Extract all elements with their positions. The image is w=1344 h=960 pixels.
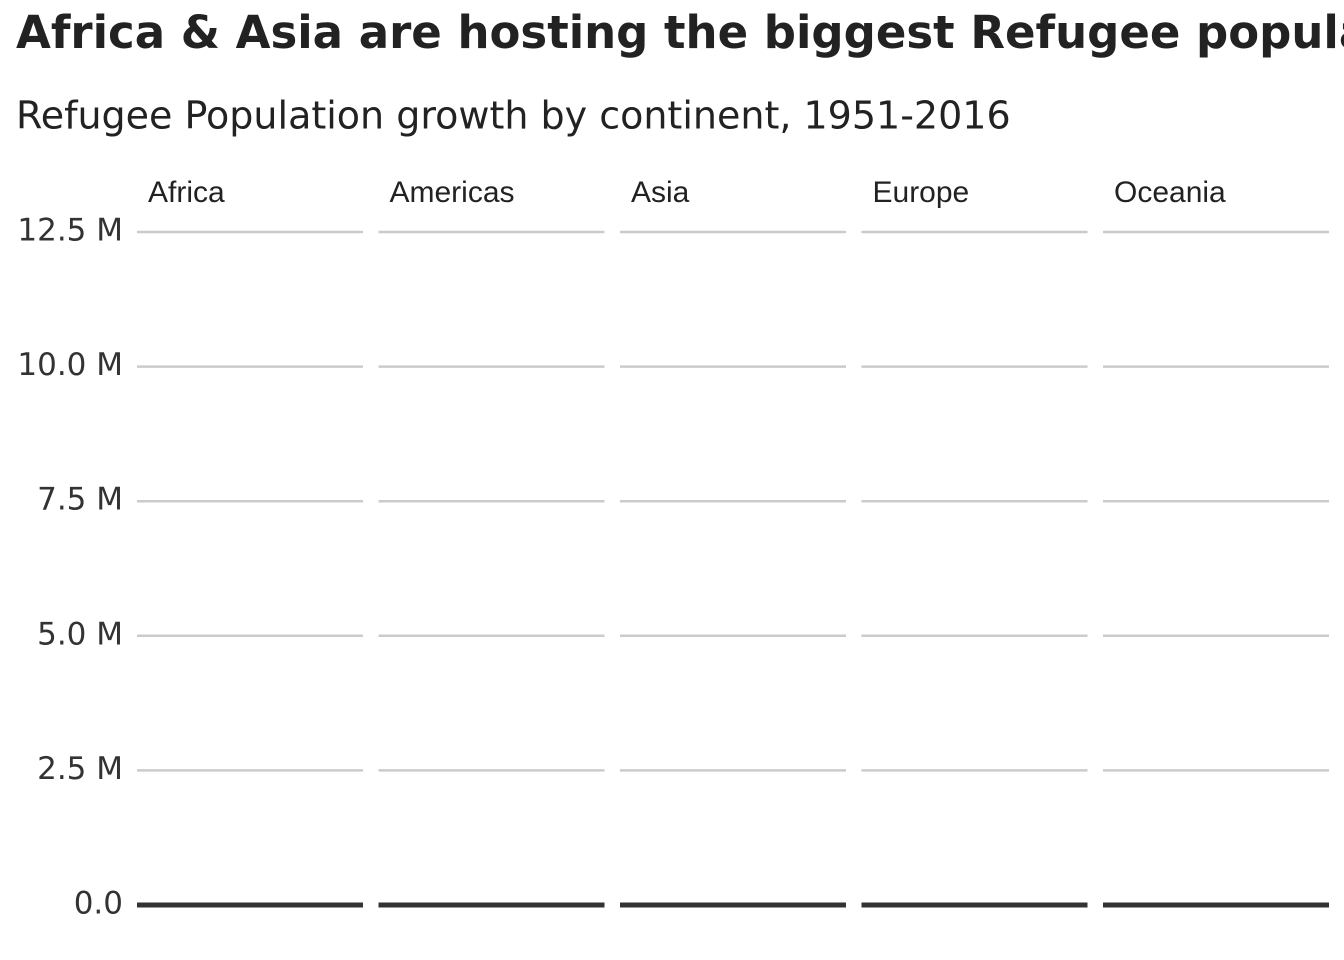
y-tick-label: 7.5 M [37, 482, 123, 518]
y-tick-label: 2.5 M [37, 751, 123, 787]
y-tick-label: 10.0 M [17, 347, 123, 383]
facet-label: Oceania [1114, 176, 1226, 209]
chart-title: Africa & Asia are hosting the biggest Re… [16, 6, 1344, 59]
facet-label: Americas [390, 176, 515, 209]
y-tick-label: 5.0 M [37, 616, 123, 652]
y-tick-label: 12.5 M [17, 213, 123, 249]
facet-label: Europe [873, 176, 970, 209]
chart-subtitle: Refugee Population growth by continent, … [16, 94, 1011, 138]
y-tick-label: 0.0 [74, 886, 123, 922]
facet-label: Africa [148, 176, 225, 209]
facet-label: Asia [631, 176, 690, 209]
